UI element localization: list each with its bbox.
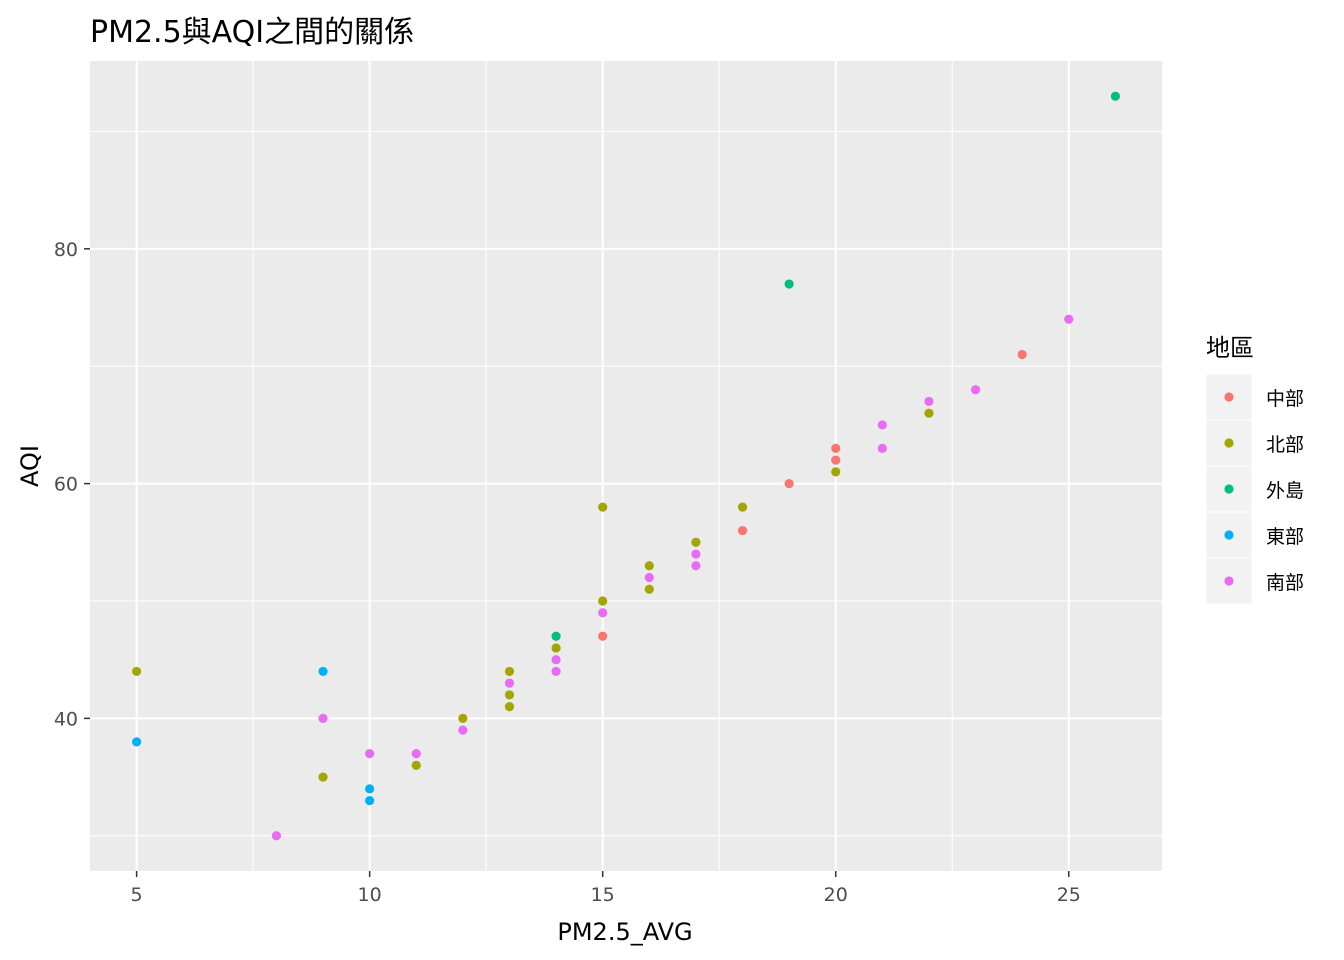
data-point [1110,91,1120,101]
legend-marker [1224,530,1234,540]
legend-label: 東部 [1266,526,1304,548]
data-point [411,749,421,759]
data-point [924,408,934,418]
data-point [877,420,887,430]
data-point [737,525,748,536]
data-point [318,772,328,782]
x-axis: 5 10 15 20 25 [131,871,1081,906]
data-point [365,749,375,759]
data-point [551,643,561,653]
data-point [551,631,561,641]
data-point [504,678,515,688]
legend-label: 南部 [1266,572,1304,594]
x-axis-title: PM2.5_AVG [557,918,692,946]
data-point [784,279,794,289]
data-point [458,713,468,723]
data-point [691,549,701,559]
legend-marker [1224,438,1234,448]
data-point [318,713,328,723]
data-point [318,666,328,677]
x-tick-label: 15 [591,884,615,906]
data-point [737,502,748,512]
legend-title: 地區 [1206,334,1254,362]
grid-major [90,61,1162,871]
legend-marker [1224,484,1234,494]
data-point [551,666,561,677]
data-point [784,479,794,489]
x-tick-label: 20 [824,884,848,906]
data-point [644,572,654,583]
data-point [365,795,375,806]
legend-label: 北部 [1266,434,1304,456]
data-point [970,385,981,395]
data-point [924,396,934,407]
data-point [1017,349,1027,360]
data-point [551,655,561,665]
data-point [877,443,887,453]
data-point [691,537,701,547]
data-point [271,831,282,841]
data-point [831,443,841,453]
data-point [598,596,608,606]
data-point [504,690,515,700]
data-point [691,561,701,571]
data-point [644,584,654,594]
data-point [598,608,608,618]
data-point [132,737,142,747]
x-tick-label: 25 [1057,884,1081,906]
y-axis: 40 60 80 [54,239,90,730]
x-tick-label: 10 [358,884,382,906]
data-point [504,702,515,712]
chart-title: PM2.5與AQI之間的關係 [90,15,414,50]
data-point [598,631,608,641]
x-tick-label: 5 [131,884,143,906]
plot-panel [90,61,1162,871]
y-tick-label: 40 [54,708,78,730]
data-point [598,502,608,512]
y-axis-title: AQI [16,445,44,487]
data-point [831,455,841,465]
data-point [644,561,654,571]
data-point [831,467,841,477]
grid-minor [90,61,1162,871]
y-tick-label: 60 [54,474,78,496]
data-points [132,91,1120,841]
legend-label: 外島 [1266,480,1304,502]
data-point [365,784,375,794]
data-point [1064,314,1074,324]
data-point [504,666,515,677]
legend-marker [1224,576,1234,586]
data-point [411,760,421,770]
legend-marker [1224,392,1234,402]
y-tick-label: 80 [54,239,78,261]
data-point [132,666,142,677]
legend-label: 中部 [1266,388,1304,410]
data-point [458,725,468,735]
